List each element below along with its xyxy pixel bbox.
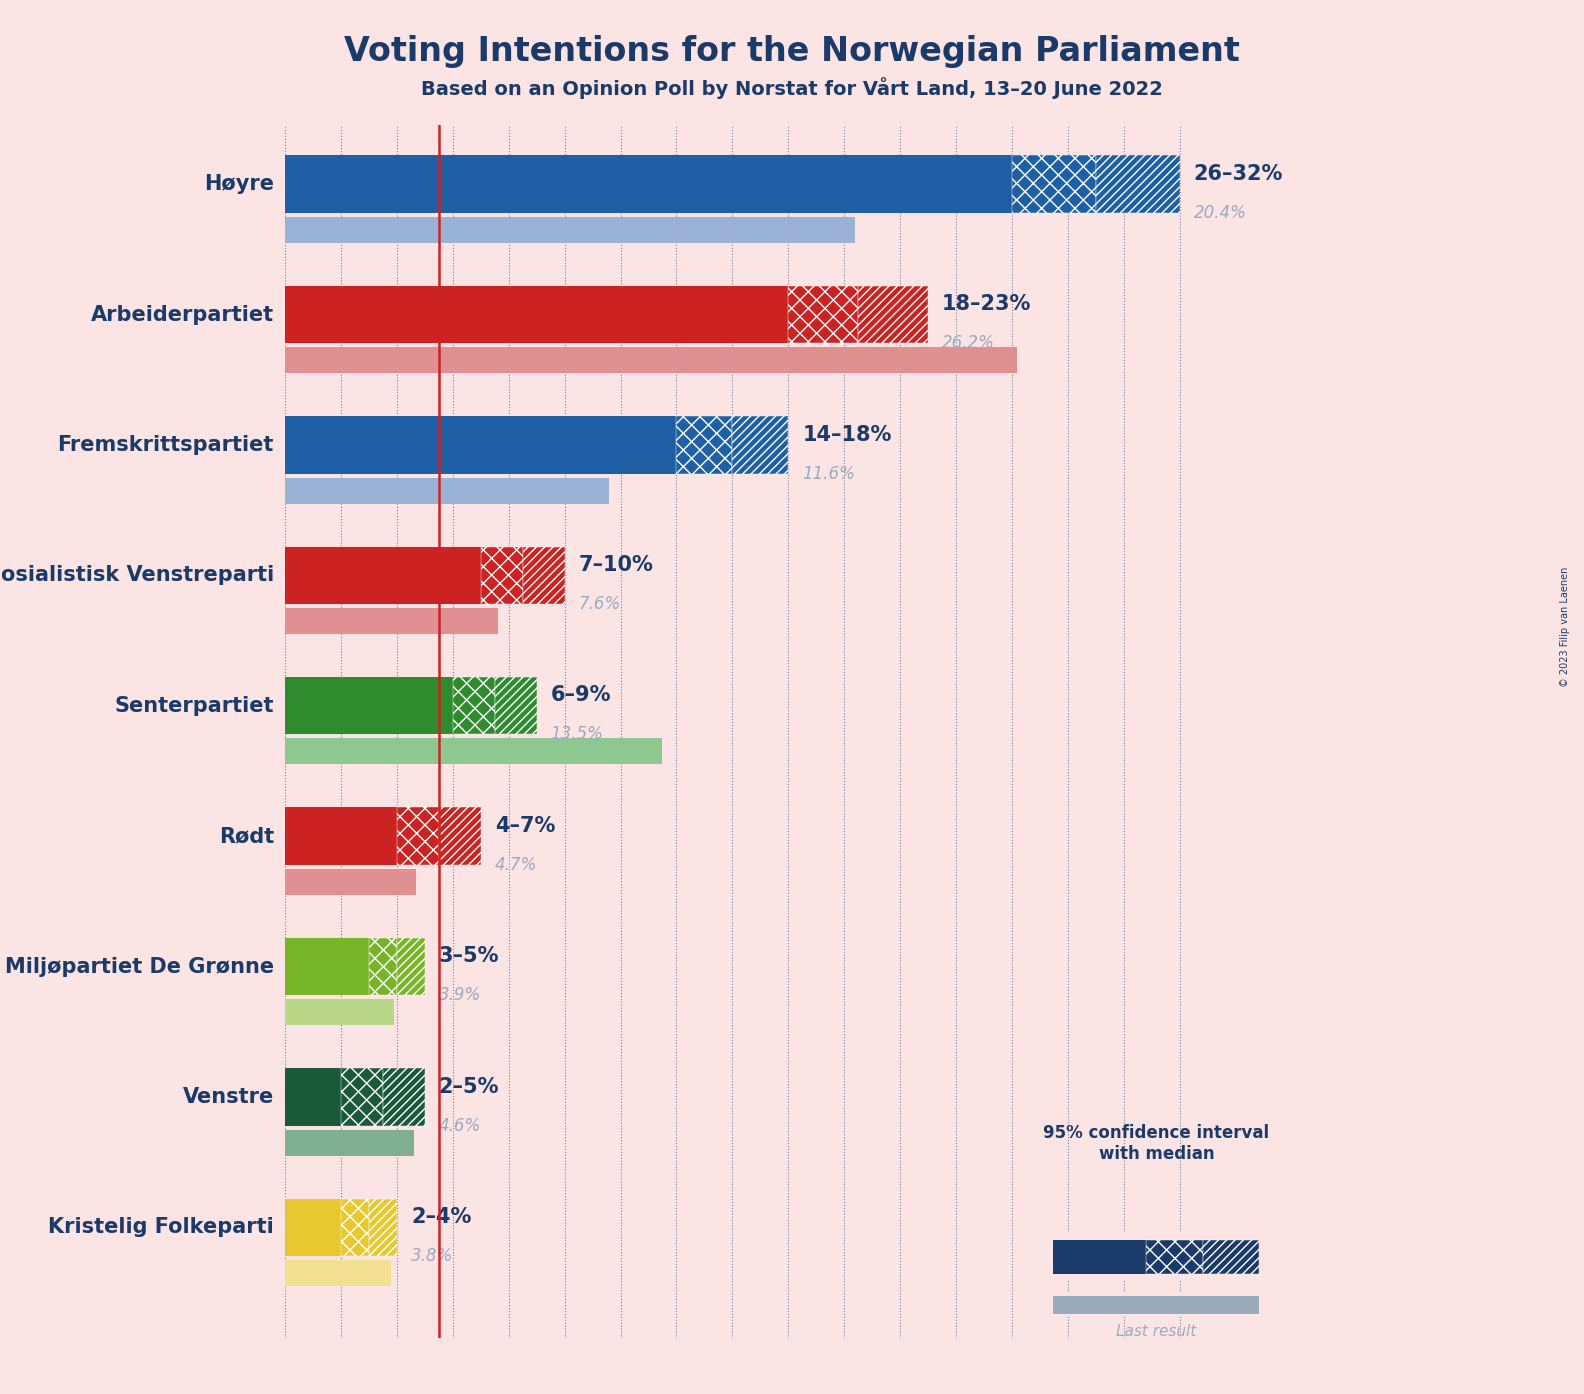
Bar [285,1068,341,1126]
Bar [398,807,439,864]
Text: Høyre: Høyre [204,174,274,194]
Text: 20.4%: 20.4% [1194,204,1247,222]
Text: Last result: Last result [1117,1324,1196,1340]
Text: 18–23%: 18–23% [942,294,1031,314]
Bar [285,999,394,1025]
Bar [1053,1296,1259,1313]
Bar [285,216,855,243]
Text: Arbeiderpartiet: Arbeiderpartiet [90,304,274,325]
Bar [285,677,453,735]
Bar [285,608,497,634]
Text: 2–5%: 2–5% [439,1076,499,1097]
Text: 26–32%: 26–32% [1194,163,1283,184]
Text: Kristelig Folkeparti: Kristelig Folkeparti [48,1217,274,1238]
Bar [369,1199,398,1256]
Bar [285,938,369,995]
Bar [285,1129,413,1156]
Text: Venstre: Venstre [182,1087,274,1107]
Text: Sosialistisk Venstreparti: Sosialistisk Venstreparti [0,566,274,585]
Bar [341,1199,369,1256]
Bar [732,417,789,474]
Text: Senterpartiet: Senterpartiet [114,696,274,715]
Bar [383,1068,425,1126]
Text: Voting Intentions for the Norwegian Parliament: Voting Intentions for the Norwegian Parl… [344,35,1240,68]
Bar [1053,1239,1147,1274]
Text: 7.6%: 7.6% [578,595,621,613]
Text: © 2023 Filip van Laenen: © 2023 Filip van Laenen [1560,567,1570,687]
Bar [523,546,564,604]
Bar [285,1199,341,1256]
Bar [1147,1239,1202,1274]
Bar [453,677,494,735]
Text: 6–9%: 6–9% [551,686,611,705]
Text: 26.2%: 26.2% [942,335,995,353]
Text: 11.6%: 11.6% [802,464,855,482]
Text: 2–4%: 2–4% [410,1207,472,1227]
Bar [494,677,537,735]
Text: 4.7%: 4.7% [494,856,537,874]
Text: Rødt: Rødt [219,827,274,846]
Text: Based on an Opinion Poll by Norstat for Vårt Land, 13–20 June 2022: Based on an Opinion Poll by Norstat for … [421,77,1163,99]
Bar [285,156,1012,213]
Bar [285,546,482,604]
Bar [341,1068,383,1126]
Bar [789,286,859,343]
Text: 13.5%: 13.5% [551,725,604,743]
Bar [482,546,523,604]
Bar [285,478,610,503]
Text: Fremskrittspartiet: Fremskrittspartiet [57,435,274,454]
Text: 3.9%: 3.9% [439,987,482,1004]
Bar [369,938,398,995]
Text: 4.6%: 4.6% [439,1117,482,1135]
Bar [1012,156,1096,213]
Bar [398,938,425,995]
Bar [676,417,732,474]
Bar [1096,156,1180,213]
Text: 95% confidence interval
with median: 95% confidence interval with median [1044,1124,1269,1163]
Bar [285,868,417,895]
Bar [1202,1239,1259,1274]
Bar [285,347,1017,374]
Text: 4–7%: 4–7% [494,815,554,836]
Text: Miljøpartiet De Grønne: Miljøpartiet De Grønne [5,956,274,977]
Text: 3–5%: 3–5% [439,947,499,966]
Bar [285,286,789,343]
Bar [859,286,928,343]
Text: 3.8%: 3.8% [410,1248,453,1266]
Text: 14–18%: 14–18% [802,425,892,445]
Text: 7–10%: 7–10% [578,555,654,574]
Bar [285,807,398,864]
Bar [285,739,662,764]
Bar [285,417,676,474]
Bar [285,1260,391,1287]
Bar [439,807,482,864]
